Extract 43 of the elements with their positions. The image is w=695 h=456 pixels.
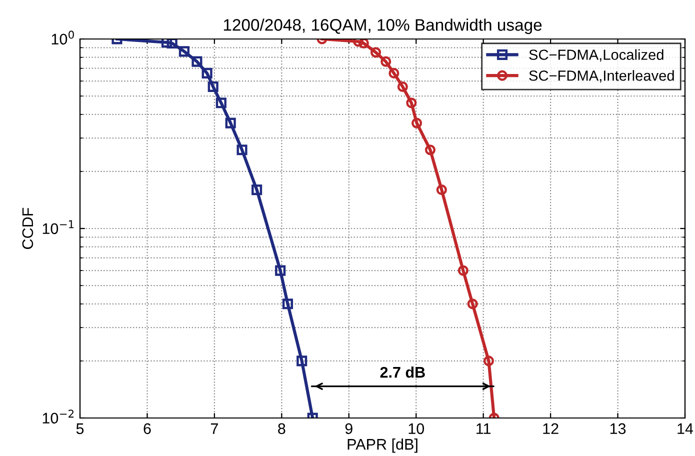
point (275, 265, 286, 276)
y-tick-label: 10$^{0}$ (52, 30, 74, 45)
annotation: 2.7 dB (380, 366, 425, 378)
legend-label: SC−FDMA,Interleaved (529, 70, 674, 83)
point (216, 98, 226, 108)
point (483, 356, 494, 366)
x-tick-label: 14 (678, 423, 694, 434)
point (296, 356, 308, 366)
point (178, 46, 190, 57)
point (192, 56, 202, 67)
point (208, 81, 218, 92)
point (353, 39, 364, 47)
point (225, 118, 236, 128)
point (236, 144, 248, 156)
y-tick-label: 10$^{−1}$ (42, 220, 74, 234)
x-tick-label: 11 (476, 423, 491, 434)
point (202, 68, 212, 78)
point (467, 298, 478, 310)
point (282, 298, 293, 310)
legend-label: SC−FDMA,Localized (529, 49, 664, 62)
x-axis-title: PAPR [dB] (348, 438, 418, 453)
x-tick-label: 7 (210, 423, 218, 434)
point (252, 184, 262, 196)
y-axis-title: CCDF (22, 208, 34, 249)
x-tick-label: 10 (408, 423, 424, 434)
point (397, 81, 408, 92)
point (388, 68, 400, 78)
point (424, 144, 436, 156)
point (380, 56, 392, 67)
x-tick-label: 8 (278, 423, 286, 434)
x-tick-label: 13 (610, 423, 626, 434)
chart-title: 1200/2048, 16QAM, 10% Bandwidth usage (224, 18, 542, 34)
point (358, 39, 369, 48)
y-tick-label: 10$^{−2}$ (42, 410, 74, 424)
x-tick-label: 12 (543, 423, 558, 434)
point (436, 184, 447, 196)
point (370, 47, 382, 58)
x-tick-label: 9 (345, 423, 352, 434)
point (458, 265, 468, 276)
point (406, 98, 417, 108)
x-tick-label: 5 (76, 423, 84, 434)
x-tick-label: 6 (144, 423, 151, 434)
point (412, 118, 422, 128)
